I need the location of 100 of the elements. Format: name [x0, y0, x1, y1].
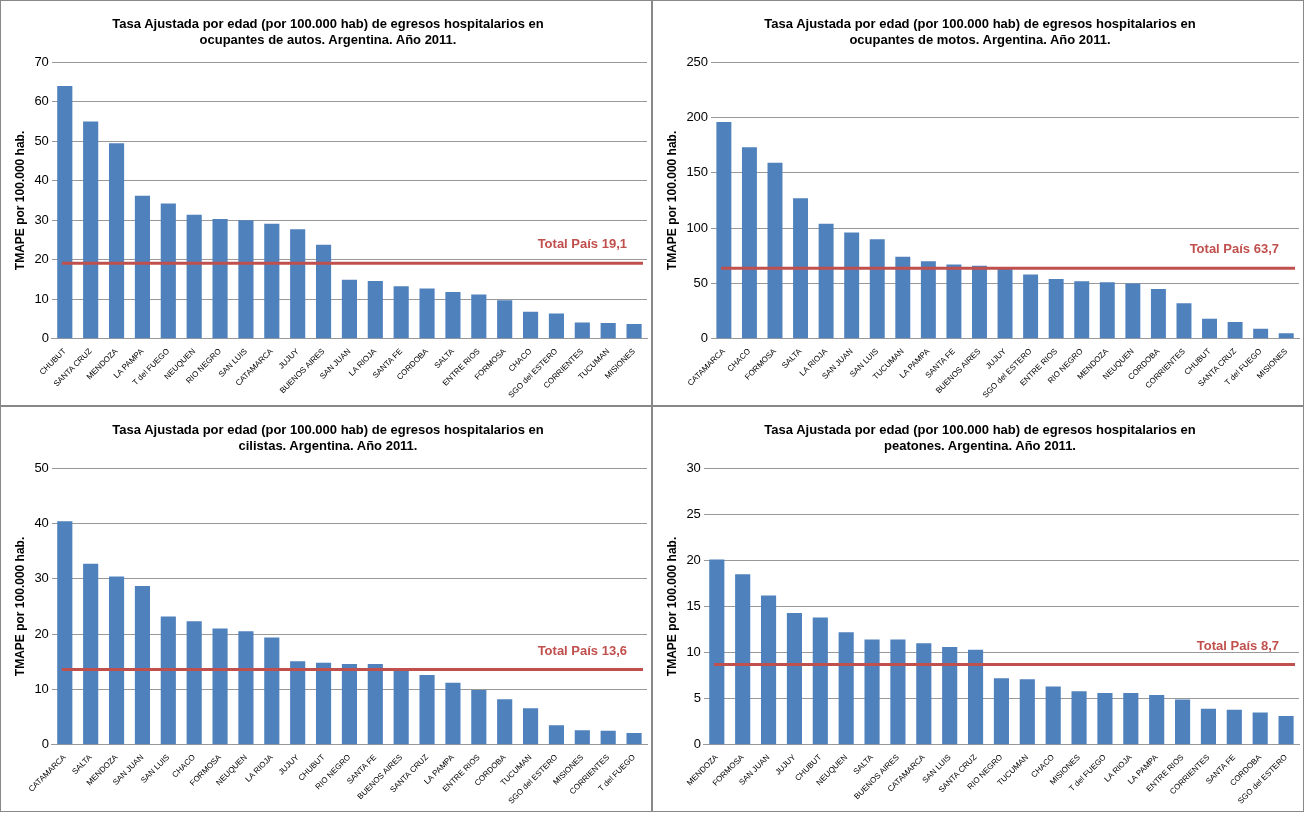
y-tick-label: 150 — [686, 164, 709, 180]
bar — [767, 162, 783, 339]
y-tick-label: 0 — [700, 330, 709, 346]
y-tick-label: 20 — [686, 551, 701, 567]
bar — [1252, 712, 1268, 745]
bar — [1174, 699, 1191, 745]
y-tick-label: 30 — [34, 570, 49, 586]
bar — [497, 699, 513, 745]
bar — [264, 637, 280, 745]
bar — [419, 288, 435, 339]
y-axis-title: TMAPE por 100.000 hab. — [12, 130, 27, 271]
ref-line-label: Total País 19,1 — [537, 236, 627, 252]
y-axis-title: TMAPE por 100.000 hab. — [664, 130, 679, 271]
bar — [367, 663, 383, 745]
bar — [1097, 693, 1113, 745]
bar — [760, 595, 777, 745]
y-tick-label: 30 — [686, 459, 701, 475]
bar — [1278, 716, 1294, 745]
bar — [134, 195, 150, 339]
bar — [315, 244, 332, 339]
bar — [212, 628, 228, 745]
bar — [315, 662, 332, 745]
bar — [186, 214, 202, 339]
bar — [600, 730, 616, 745]
chart-title: Tasa Ajustada por edad (por 100.000 hab) de egresos hospitalarios en ocupantes de motos. Argentina. Año 2011. — [764, 16, 1196, 47]
y-tick-label: 50 — [693, 274, 709, 290]
bar — [916, 643, 932, 745]
bar — [445, 292, 461, 339]
y-tick-label: 0 — [41, 736, 49, 752]
bar — [471, 689, 487, 745]
y-tick-label: 0 — [693, 736, 701, 752]
bar — [548, 725, 564, 745]
y-tick-label: 70 — [34, 53, 49, 69]
y-tick-label: 60 — [34, 93, 49, 109]
bar — [946, 264, 962, 339]
bar — [838, 632, 854, 745]
bar — [108, 143, 125, 339]
bar — [716, 121, 732, 339]
bar — [186, 621, 202, 745]
bar — [1045, 686, 1061, 745]
bar — [1048, 278, 1064, 339]
bar — [522, 311, 539, 339]
y-tick-label: 20 — [34, 625, 49, 641]
y-tick-label: 50 — [34, 132, 49, 148]
bar — [1149, 694, 1165, 745]
bar — [1125, 283, 1141, 339]
ref-line-label: Total País 13,6 — [537, 642, 627, 658]
y-tick-label: 30 — [34, 211, 49, 227]
bar — [160, 203, 176, 339]
chart-title: Tasa Ajustada por edad (por 100.000 hab) de egresos hospitalarios en cilistas. Argentina. Año 2011. — [112, 422, 544, 453]
bar — [786, 612, 802, 745]
bar — [1253, 328, 1269, 339]
y-tick-label: 15 — [686, 598, 701, 614]
bar — [1074, 281, 1090, 339]
y-tick-label: 10 — [34, 680, 49, 696]
y-tick-label: 5 — [693, 690, 701, 706]
bar — [1200, 708, 1216, 745]
bar — [895, 256, 911, 339]
bar — [290, 661, 306, 745]
bar — [1202, 318, 1218, 339]
bar — [57, 85, 73, 339]
bar — [818, 223, 834, 339]
bar — [471, 294, 487, 339]
bar — [393, 668, 409, 745]
bar — [890, 639, 906, 745]
bar — [741, 147, 757, 339]
bar — [341, 663, 357, 745]
chart-title: Tasa Ajustada por edad (por 100.000 hab) de egresos hospitalarios en ocupantes de autos. Argentina. Año 2011. — [112, 16, 544, 47]
bar — [134, 585, 150, 745]
bar — [1226, 709, 1242, 745]
bar — [522, 708, 539, 745]
y-tick-label: 20 — [34, 251, 49, 267]
y-tick-label: 100 — [686, 219, 709, 235]
ref-line-label: Total País 63,7 — [1189, 241, 1279, 257]
bar — [548, 313, 564, 339]
y-tick-label: 40 — [34, 172, 49, 188]
bar — [812, 617, 828, 745]
bar — [445, 682, 461, 745]
bar — [735, 574, 751, 745]
y-axis-title: TMAPE por 100.000 hab. — [664, 536, 679, 677]
bar — [393, 286, 409, 339]
bar — [942, 647, 958, 745]
y-tick-label: 200 — [686, 109, 709, 125]
bar — [920, 261, 936, 339]
bar — [574, 730, 590, 745]
y-axis-title: TMAPE por 100.000 hab. — [12, 536, 27, 677]
bar — [1150, 288, 1166, 339]
bar — [83, 563, 99, 745]
bar — [497, 300, 513, 339]
bar — [626, 324, 642, 339]
bar — [993, 678, 1009, 745]
bar — [844, 232, 860, 339]
bar — [212, 219, 228, 339]
y-tick-label: 250 — [686, 53, 709, 69]
bar — [83, 121, 99, 339]
bar — [972, 265, 987, 339]
bar — [367, 281, 383, 339]
bar — [264, 223, 280, 339]
bar — [1278, 333, 1294, 339]
bar — [1099, 282, 1115, 339]
